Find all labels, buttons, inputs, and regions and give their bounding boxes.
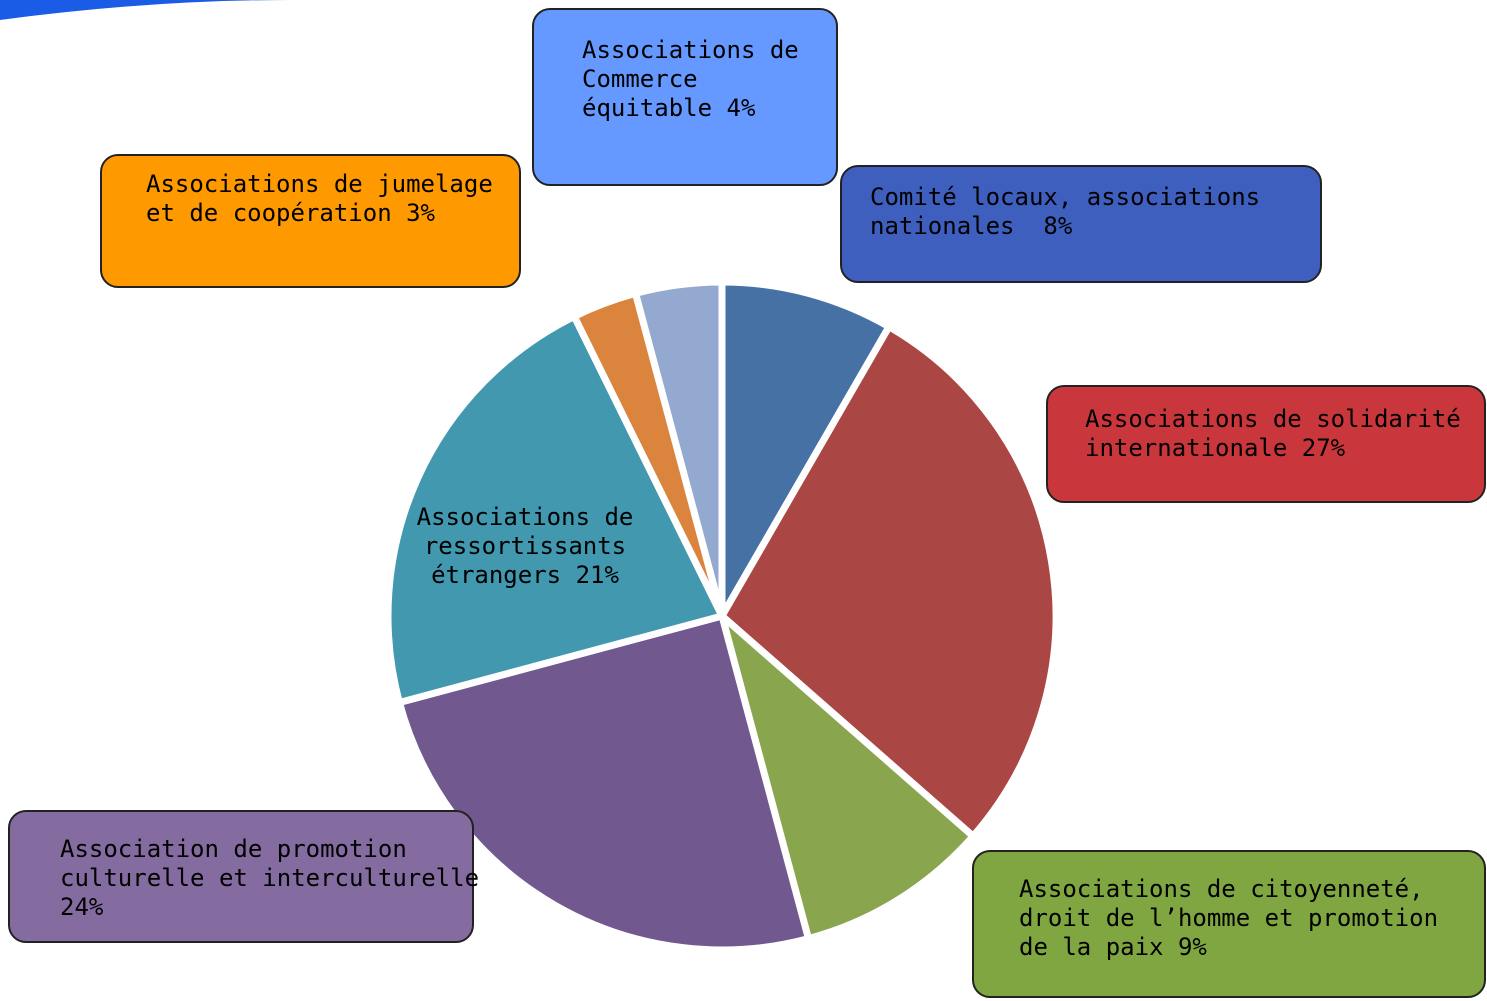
label-text: Associations de solidarité international… [1085,405,1475,463]
pie-slice [715,605,979,943]
category-label: Associations de solidarité international… [1085,405,1476,462]
category-label: Association de promotion culturelle et i… [60,835,480,892]
pie-slice [384,311,728,707]
decoration [0,0,290,20]
label-box: Association de promotion culturelle et i… [8,810,479,943]
value-label: 24% [60,893,104,921]
category-label: Associations de ressortissants étrangers [416,503,648,589]
label-box: Comité locaux, associations nationales 8… [840,165,1322,283]
value-label: 21% [575,561,619,589]
label-box: Associations de Commerce équitable 4% [532,8,838,186]
label-text: Associations de citoyenneté, droit de l’… [1019,875,1459,962]
value-label: 8% [1043,212,1073,240]
category-label: Associations de jumelage et de coopérati… [146,170,508,227]
category-label: Comité locaux, associations nationales [870,183,1275,240]
value-label: 9% [1177,933,1207,961]
label-box: Associations de jumelage et de coopérati… [100,154,521,288]
label-text: Association de promotion culturelle et i… [60,835,485,922]
label-box: Associations de ressortissants étrangers… [410,503,640,603]
label-box: Associations de solidarité international… [1046,385,1486,503]
label-text: Comité locaux, associations nationales 8… [870,183,1270,241]
pie-slice [395,611,813,954]
category-label: Associations de citoyenneté, droit de l’… [1019,875,1453,961]
pie-slice [717,321,1060,842]
value-label: 27% [1301,434,1346,462]
label-box: Associations de citoyenneté, droit de l’… [972,850,1486,998]
pie-slice [631,278,726,617]
value-label: 4% [726,94,756,122]
label-text: Associations de ressortissants étrangers… [410,503,640,590]
label-text: Associations de Commerce équitable 4% [582,36,812,123]
label-text: Associations de jumelage et de coopérati… [146,170,506,228]
pie-slice [718,278,894,630]
category-label: Associations de Commerce équitable [582,36,814,122]
value-label: 3% [406,199,435,227]
